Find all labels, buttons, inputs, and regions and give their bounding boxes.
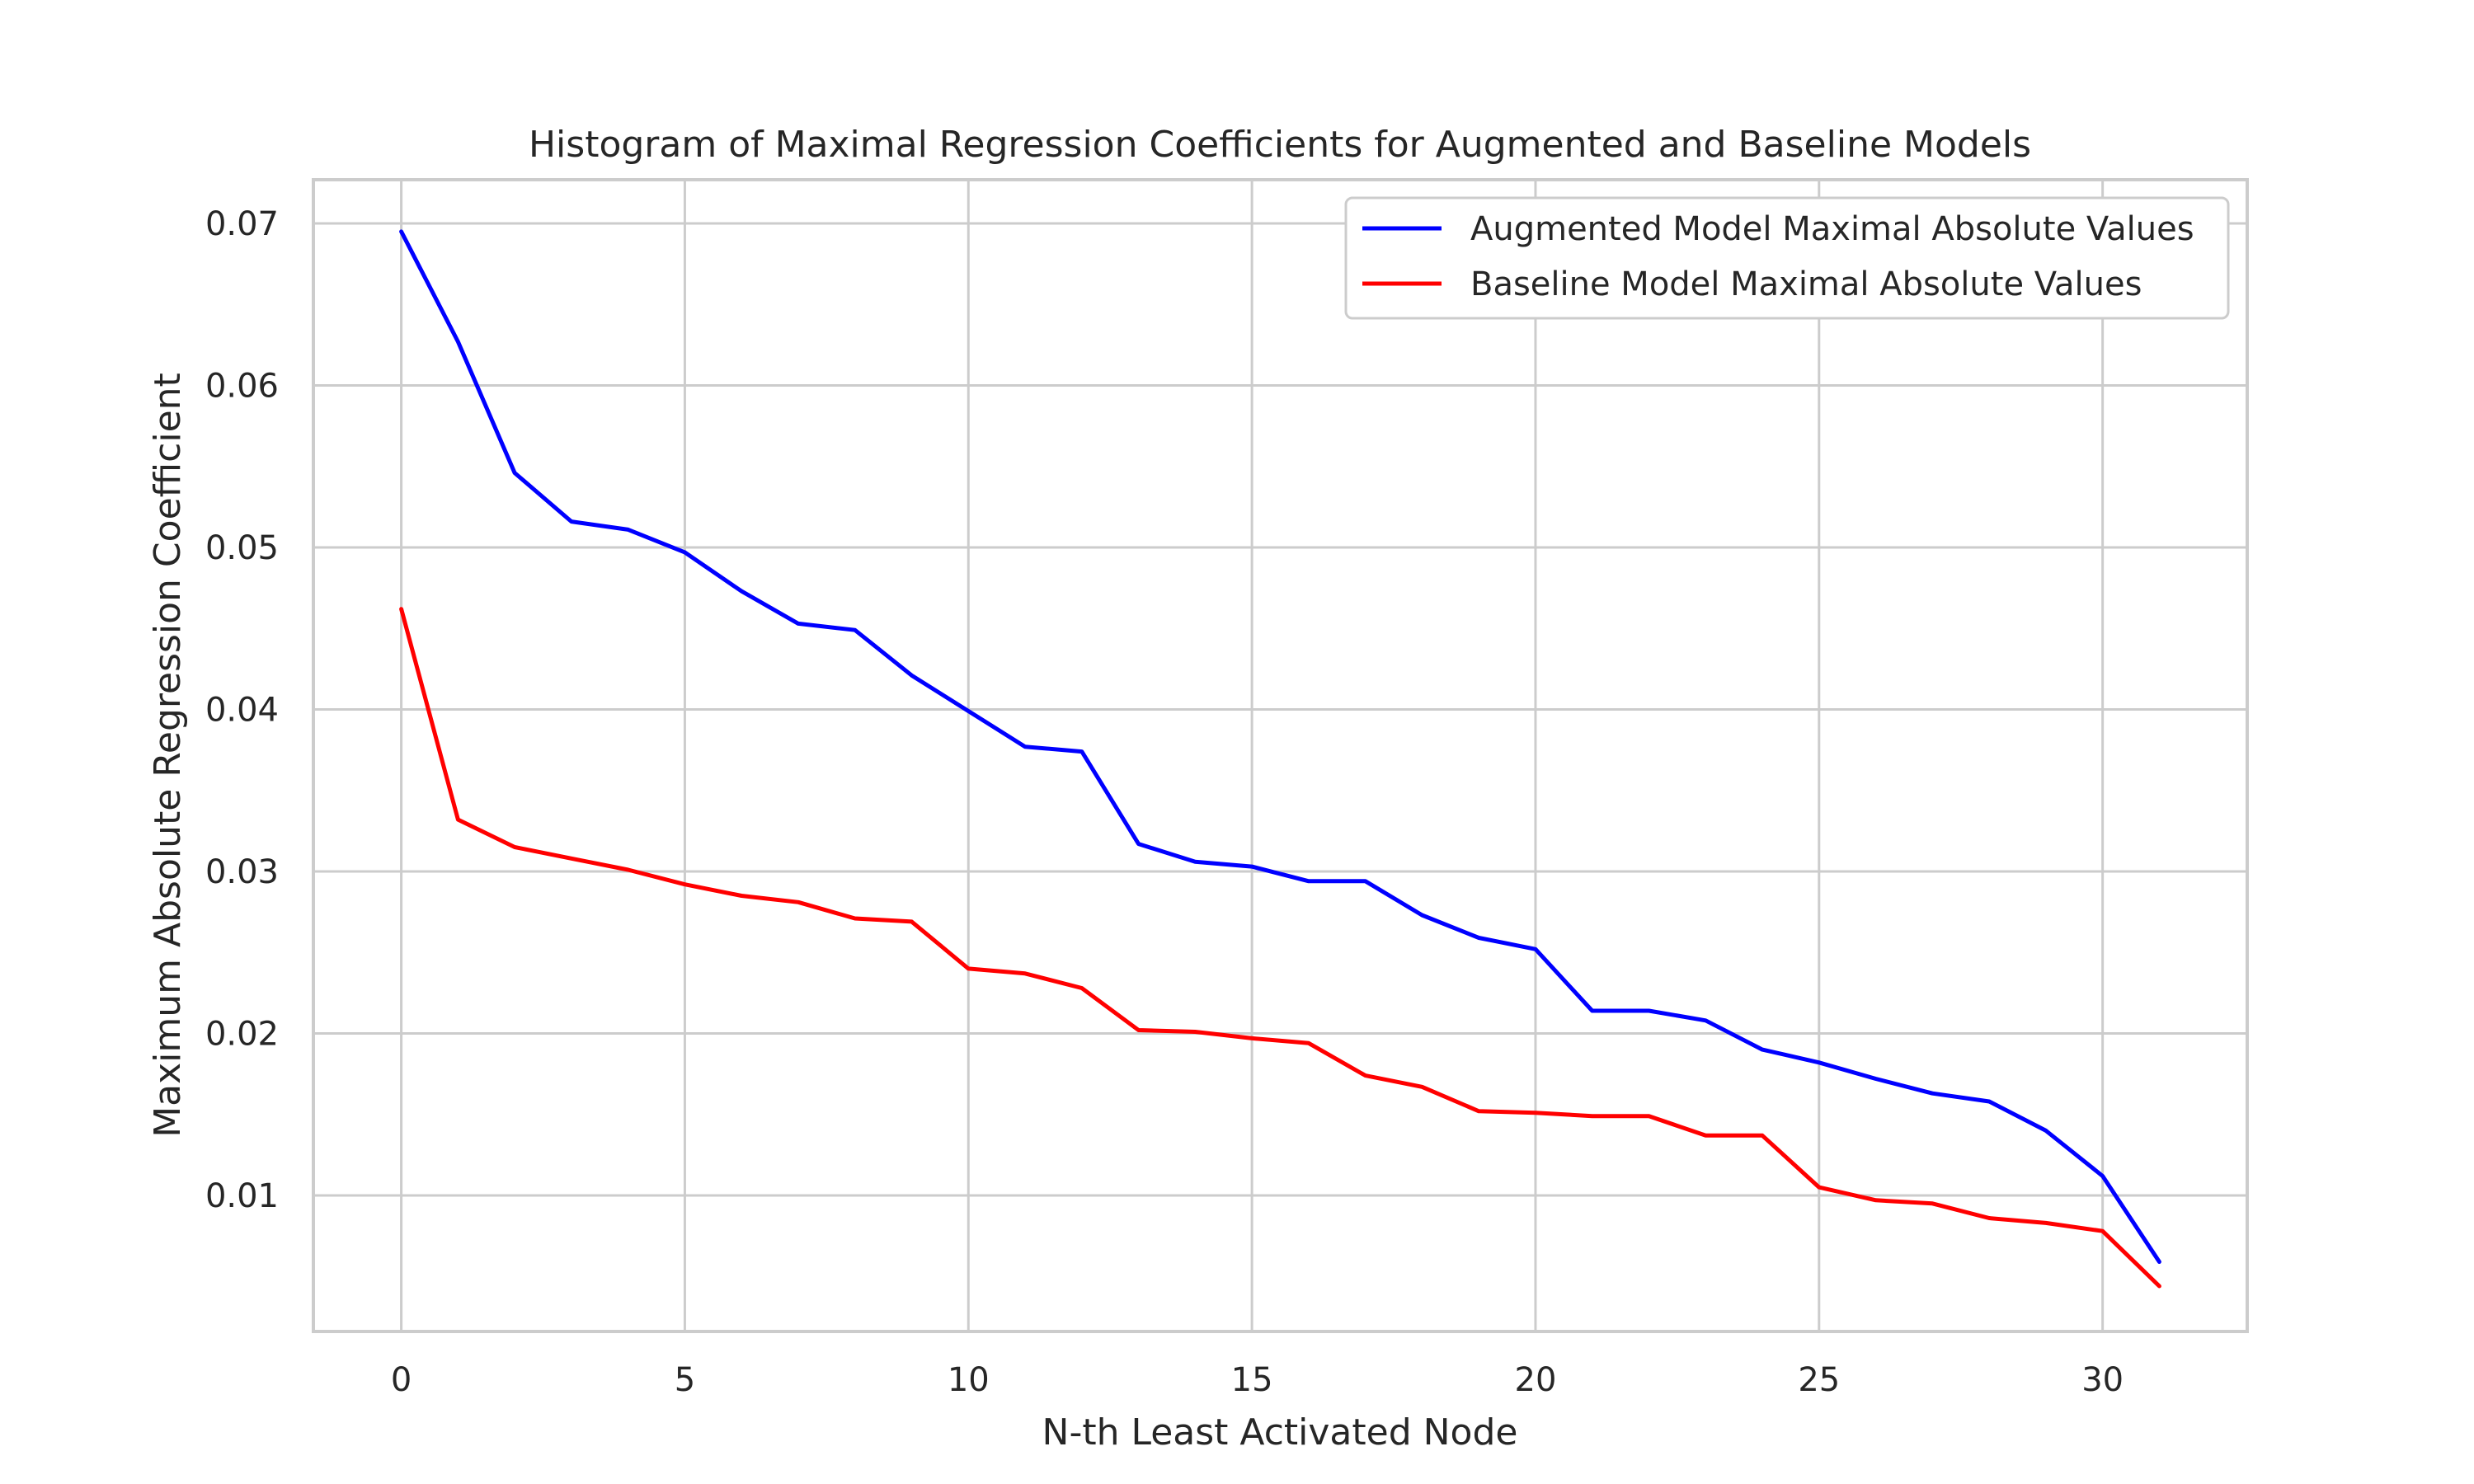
y-tick-label: 0.02 xyxy=(205,1015,279,1053)
y-tick-label: 0.04 xyxy=(205,692,279,730)
x-tick-label: 5 xyxy=(675,1361,695,1399)
y-axis-label: Maximum Absolute Regression Coefficient xyxy=(147,373,189,1138)
y-tick-label: 0.05 xyxy=(205,529,279,567)
y-tick-label: 0.07 xyxy=(205,205,279,243)
y-tick-label: 0.03 xyxy=(205,853,279,891)
y-tick-label: 0.01 xyxy=(205,1177,279,1215)
x-tick-label: 0 xyxy=(391,1361,412,1399)
x-tick-label: 20 xyxy=(1515,1361,1557,1399)
legend: Augmented Model Maximal Absolute Values … xyxy=(1346,198,2228,318)
legend-label-augmented: Augmented Model Maximal Absolute Values xyxy=(1470,210,2194,248)
y-tick-label: 0.06 xyxy=(205,368,279,406)
legend-label-baseline: Baseline Model Maximal Absolute Values xyxy=(1470,265,2142,303)
chart-title: Histogram of Maximal Regression Coeffici… xyxy=(529,124,2031,166)
x-tick-label: 10 xyxy=(948,1361,990,1399)
x-tick-label: 15 xyxy=(1231,1361,1273,1399)
x-axis-label: N-th Least Activated Node xyxy=(1042,1411,1518,1453)
x-tick-label: 25 xyxy=(1798,1361,1840,1399)
x-tick-label: 30 xyxy=(2081,1361,2124,1399)
